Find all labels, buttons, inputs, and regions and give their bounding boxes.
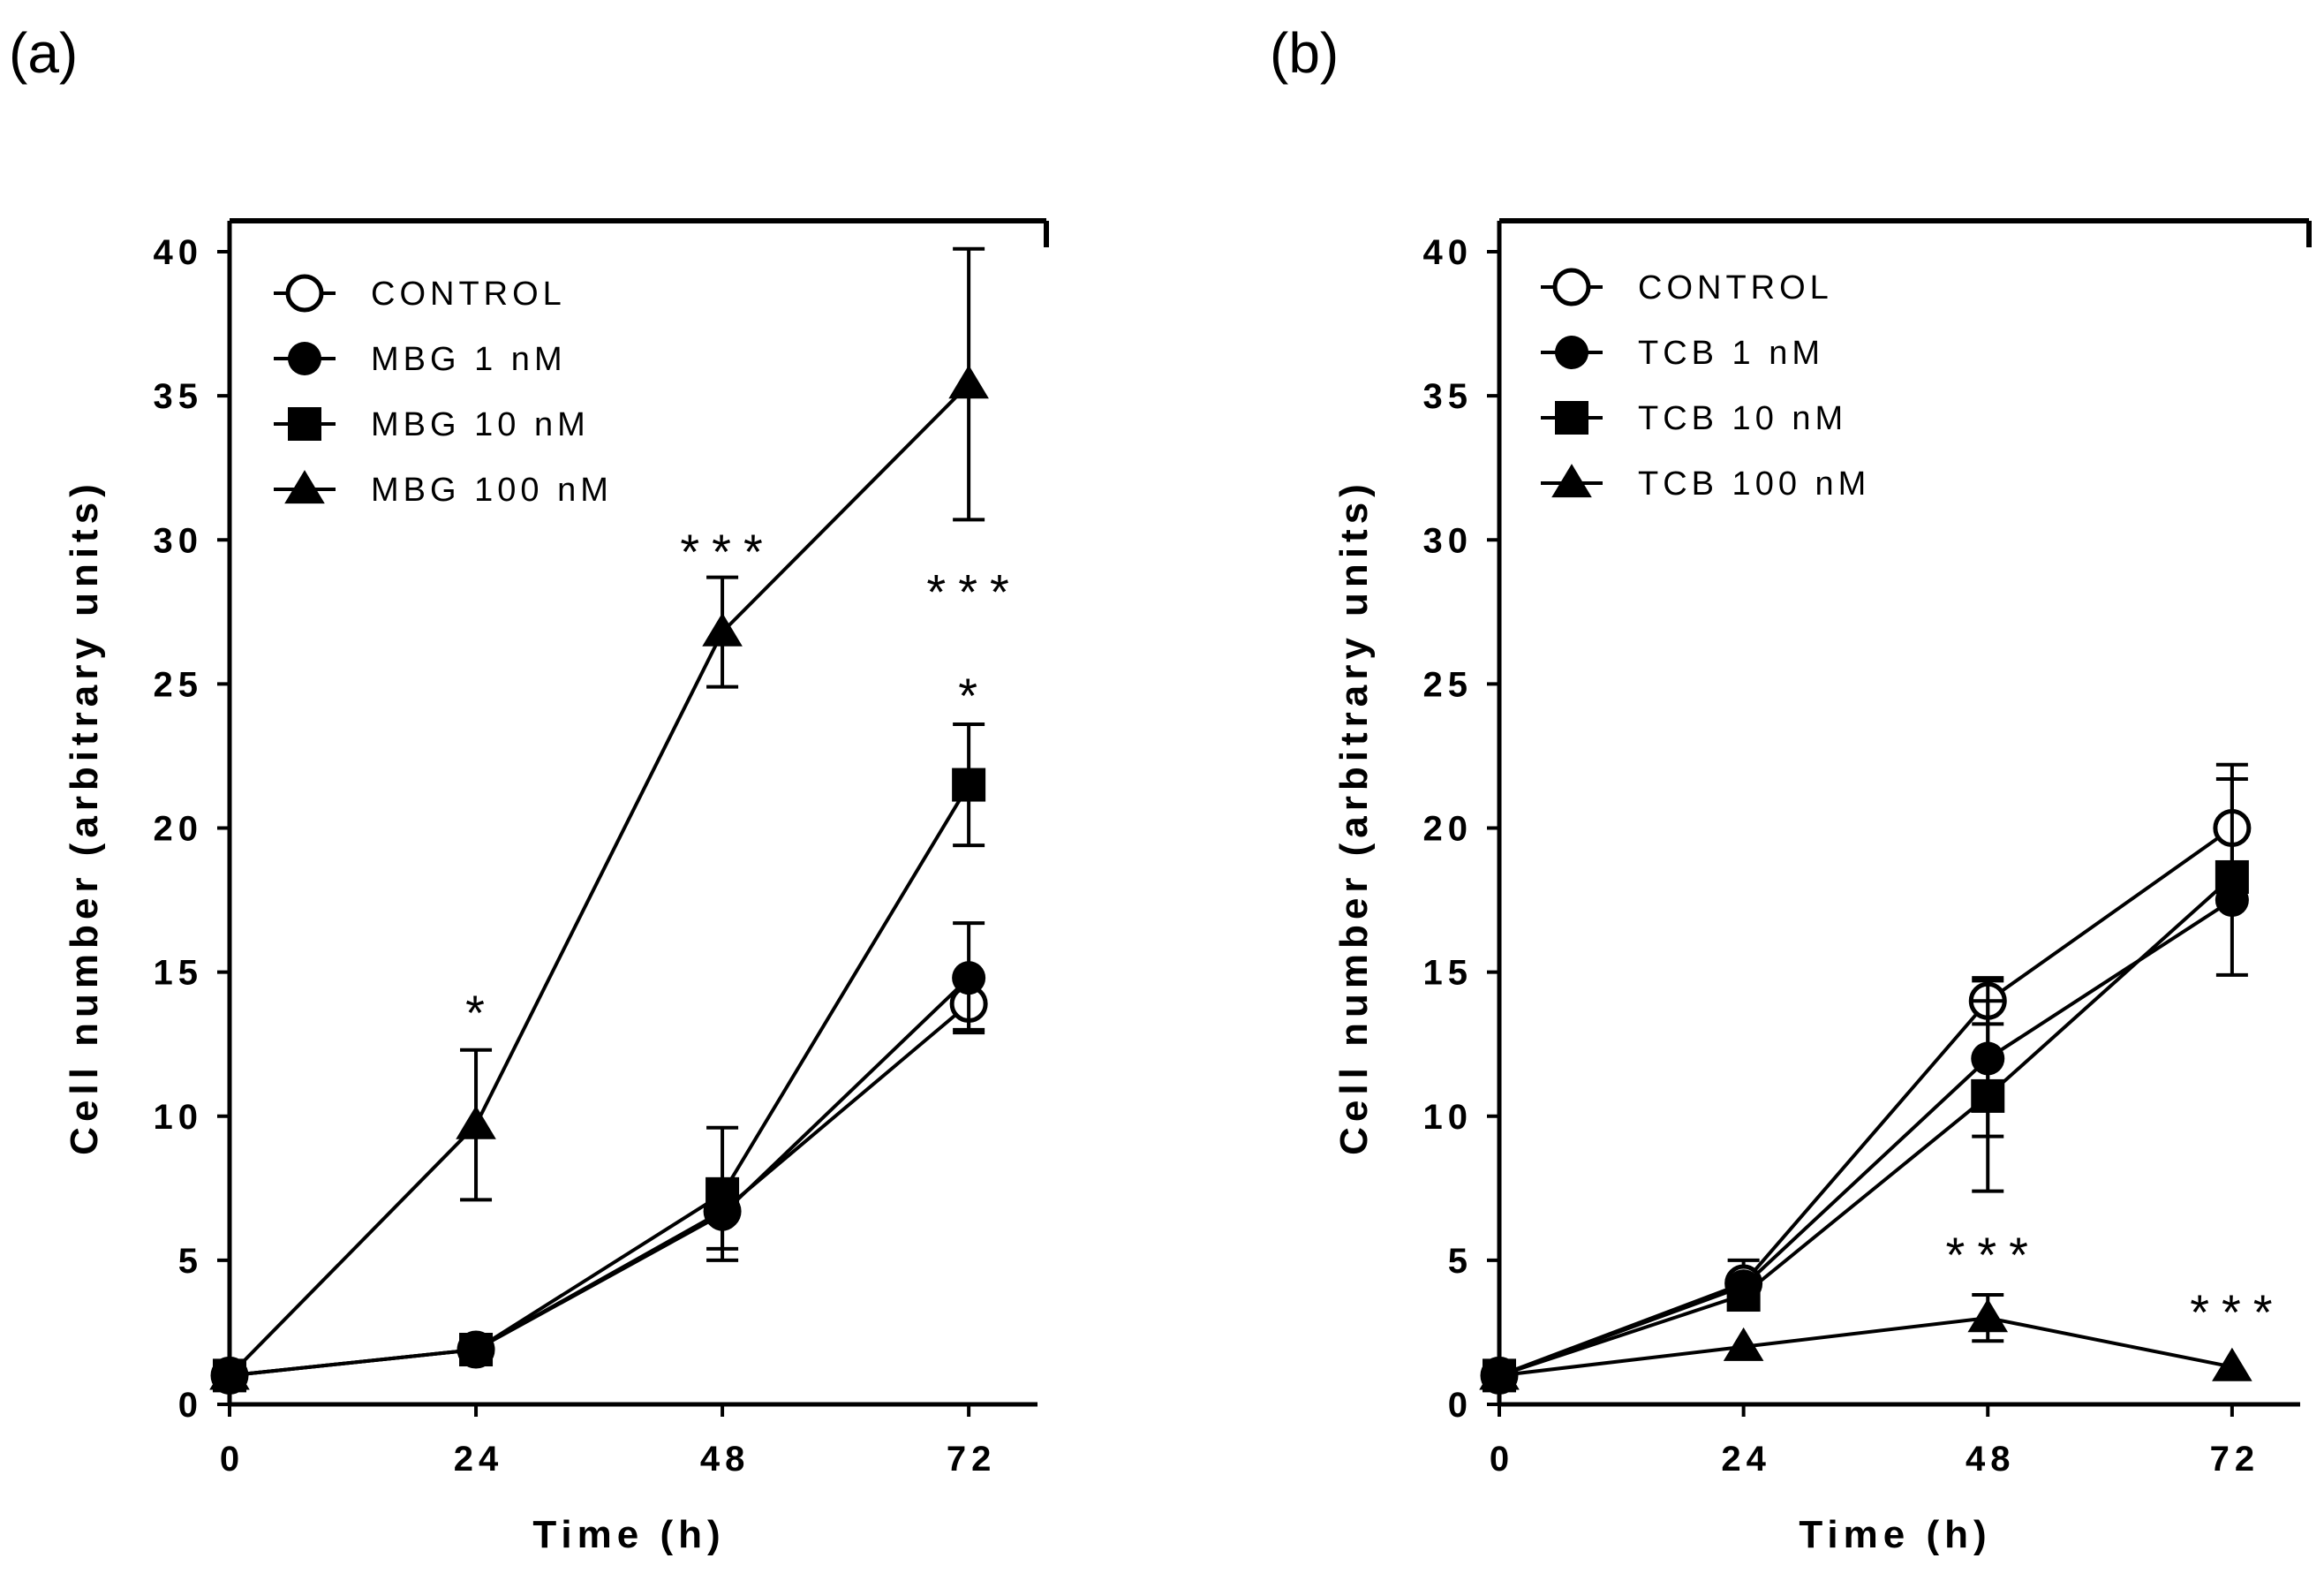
- x-axis-title: Time (h): [532, 1513, 725, 1556]
- x-tick-label: 72: [947, 1440, 997, 1479]
- significance-label: *: [958, 668, 990, 723]
- significance-label: *: [465, 985, 497, 1040]
- legend-entry: MBG 1 nM: [274, 341, 567, 378]
- y-tick-label: 35: [154, 377, 204, 416]
- legend-label: MBG 1 nM: [371, 341, 567, 378]
- y-tick-label: 30: [154, 521, 204, 560]
- y-tick-label: 20: [1423, 810, 1474, 849]
- legend-entry: TCB 10 nM: [1541, 400, 1847, 437]
- legend-marker: [1555, 336, 1588, 369]
- legend-marker: [285, 274, 324, 313]
- series-line: [1498, 1316, 2233, 1378]
- data-point: [952, 768, 986, 802]
- x-tick-label: 48: [1966, 1440, 2016, 1479]
- y-tick-label: 40: [1423, 233, 1474, 272]
- x-tick-label: 48: [700, 1440, 751, 1479]
- legend-label: CONTROL: [1638, 269, 1833, 306]
- legend-label: MBG 100 nM: [371, 472, 613, 509]
- significance-label: ***: [926, 564, 1021, 620]
- y-tick-label: 10: [154, 1098, 204, 1137]
- series-4: [209, 246, 989, 1390]
- legend-marker: [1552, 268, 1591, 306]
- legend-label: TCB 10 nM: [1638, 400, 1847, 437]
- x-axis-title: Time (h): [1799, 1513, 1991, 1556]
- panel-b: (b) 0 5 10 15 20 25 30 35 40 0 24 48 72 Time (h) Cell …: [1270, 21, 2312, 1556]
- legend-marker: [288, 407, 321, 441]
- series-line: [1498, 826, 2234, 1378]
- data-point: [456, 1105, 496, 1139]
- series-3: [1483, 777, 2249, 1393]
- x-tick-label: 72: [2210, 1440, 2260, 1479]
- series-line: [229, 976, 970, 1378]
- y-tick-label: 25: [154, 665, 204, 704]
- significance-label: ***: [1946, 1227, 2041, 1282]
- legend-label: TCB 1 nM: [1638, 335, 1824, 372]
- legend-entry: MBG 100 nM: [274, 470, 613, 509]
- data-point: [948, 365, 989, 399]
- series-2: [1483, 883, 2249, 1393]
- legend-label: TCB 100 nM: [1638, 465, 1870, 503]
- y-tick-label: 20: [154, 810, 204, 849]
- y-tick-label: 30: [1423, 521, 1474, 560]
- y-tick-label: 10: [1423, 1098, 1474, 1137]
- data-point: [209, 1356, 250, 1390]
- legend-entry: CONTROL: [1541, 268, 1833, 306]
- data-point: [1479, 1356, 1520, 1390]
- legend-marker: [284, 470, 325, 504]
- series-line: [1498, 898, 2233, 1378]
- series-4: [1479, 1293, 2252, 1390]
- legend-entry: TCB 100 nM: [1541, 464, 1870, 503]
- data-point: [952, 961, 986, 995]
- y-tick-label: 40: [154, 233, 204, 272]
- x-tick-label: 0: [1490, 1440, 1514, 1479]
- data-point: [706, 1176, 740, 1211]
- panel-a: (a) 0 5 10 15 20 25 30 35 40 0 24 48 72 Time (h) Cell …: [9, 21, 1049, 1556]
- legend-marker: [1551, 464, 1592, 498]
- y-tick-label: 0: [1448, 1386, 1473, 1425]
- x-tick-label: 24: [454, 1440, 504, 1479]
- legend-marker: [288, 342, 321, 375]
- y-axis-title: Cell number (arbitrary units): [1332, 479, 1376, 1155]
- x-tick-label: 24: [1721, 1440, 1771, 1479]
- y-tick-label: 0: [178, 1386, 203, 1425]
- series-line: [229, 783, 970, 1378]
- series-2: [213, 921, 986, 1393]
- significance-label: ***: [680, 524, 774, 579]
- series-3: [213, 722, 986, 1393]
- series-1: [1480, 762, 2252, 1395]
- data-point: [1967, 1298, 2009, 1333]
- data-point: [1726, 1278, 1761, 1312]
- y-axis-title: Cell number (arbitrary units): [63, 479, 106, 1155]
- legend-entry: TCB 1 nM: [1541, 335, 1824, 372]
- y-tick-label: 25: [1423, 665, 1474, 704]
- panel-a-label: (a): [9, 21, 78, 85]
- data-point: [459, 1333, 494, 1367]
- series-line: [1498, 875, 2234, 1378]
- series-line: [228, 382, 970, 1377]
- legend-entry: MBG 10 nM: [274, 406, 590, 443]
- y-tick-label: 5: [178, 1242, 203, 1281]
- series-1: [210, 976, 988, 1395]
- legend-entry: CONTROL: [274, 274, 566, 313]
- y-tick-label: 35: [1423, 377, 1474, 416]
- significance-label: ***: [2190, 1284, 2284, 1340]
- y-tick-label: 15: [154, 954, 204, 993]
- data-point: [1723, 1327, 1764, 1361]
- x-tick-label: 0: [220, 1440, 245, 1479]
- legend-label: MBG 10 nM: [371, 406, 590, 443]
- data-point: [702, 612, 743, 647]
- panel-b-label: (b): [1270, 21, 1339, 85]
- legend-label: CONTROL: [371, 276, 566, 313]
- data-point: [2215, 859, 2249, 894]
- data-point: [1971, 1078, 2005, 1113]
- y-tick-label: 15: [1423, 954, 1474, 993]
- legend-marker: [1555, 401, 1588, 435]
- data-point: [2212, 1347, 2252, 1381]
- series-line: [229, 1002, 970, 1378]
- y-tick-label: 5: [1448, 1242, 1473, 1281]
